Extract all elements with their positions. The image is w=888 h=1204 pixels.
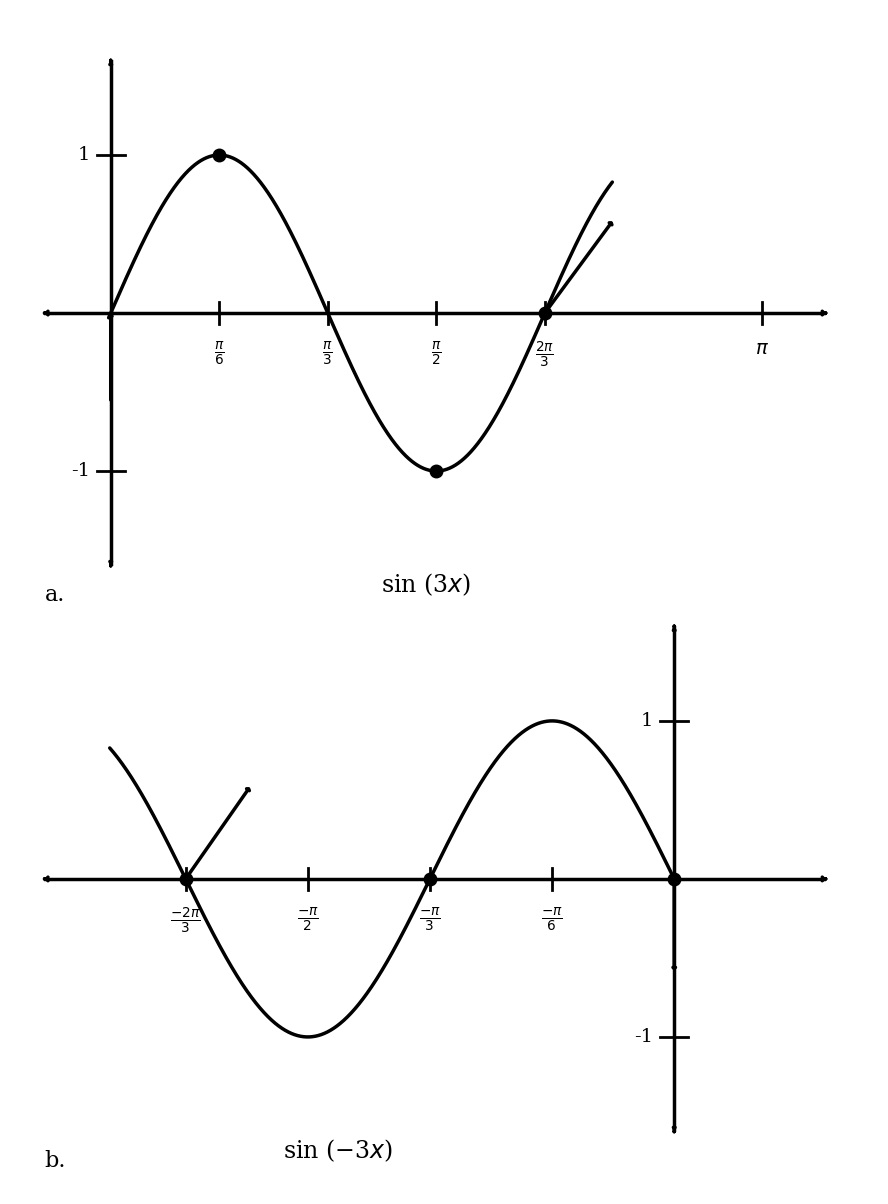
Text: $\frac{\pi}{3}$: $\frac{\pi}{3}$ — [322, 340, 333, 368]
Text: $\frac{-\pi}{3}$: $\frac{-\pi}{3}$ — [419, 905, 440, 934]
Text: $\pi$: $\pi$ — [755, 340, 769, 358]
Text: 1: 1 — [641, 712, 653, 730]
Text: -1: -1 — [634, 1028, 653, 1046]
Text: $\frac{-\pi}{6}$: $\frac{-\pi}{6}$ — [541, 905, 563, 934]
Text: $\frac{\pi}{2}$: $\frac{\pi}{2}$ — [431, 340, 441, 368]
Text: b.: b. — [44, 1150, 66, 1171]
Text: a.: a. — [44, 584, 65, 606]
Text: sin (3$\it{x}$): sin (3$\it{x}$) — [381, 572, 472, 598]
Text: $\frac{-\pi}{2}$: $\frac{-\pi}{2}$ — [297, 905, 319, 934]
Text: $\frac{\pi}{6}$: $\frac{\pi}{6}$ — [214, 340, 225, 368]
Text: -1: -1 — [71, 462, 90, 480]
Text: 1: 1 — [77, 146, 90, 164]
Text: sin (−3$\it{x}$): sin (−3$\it{x}$) — [282, 1138, 392, 1164]
Text: $\frac{-2\pi}{3}$: $\frac{-2\pi}{3}$ — [170, 905, 201, 936]
Text: $\frac{2\pi}{3}$: $\frac{2\pi}{3}$ — [535, 340, 554, 370]
